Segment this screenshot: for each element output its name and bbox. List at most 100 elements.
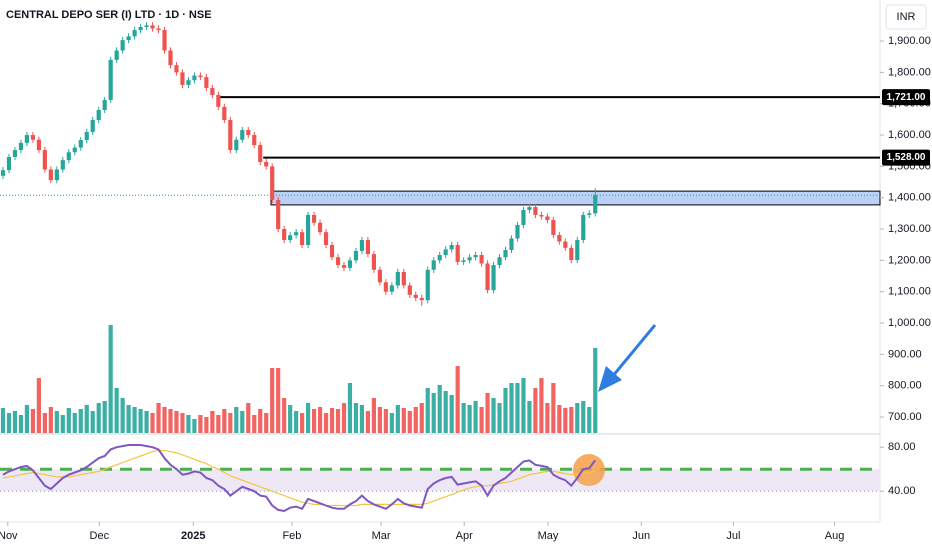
volume-bar xyxy=(246,403,251,433)
volume-bar xyxy=(545,403,550,433)
plot xyxy=(0,22,881,513)
candle-body xyxy=(66,152,71,161)
candle-body xyxy=(270,166,275,200)
volume-bar xyxy=(521,378,526,433)
candle-body xyxy=(144,25,149,27)
candle-body xyxy=(78,140,83,148)
volume-bar xyxy=(294,411,299,433)
candle-body xyxy=(569,247,574,261)
y-tick-label: 1,000.00 xyxy=(888,317,931,329)
candle-body xyxy=(24,135,30,143)
candle-body xyxy=(341,265,347,268)
candle-body xyxy=(329,245,335,258)
volume-bar xyxy=(431,393,436,433)
candle-body xyxy=(347,260,353,268)
volume-bar xyxy=(60,415,65,433)
volume-bar xyxy=(96,403,101,433)
candle-body xyxy=(377,269,382,283)
candle-body xyxy=(138,26,143,31)
volume-bar xyxy=(222,409,227,433)
candle-body xyxy=(395,271,400,286)
y-tick-label: 1,300.00 xyxy=(888,223,931,235)
volume-bar xyxy=(497,403,502,433)
candle-body xyxy=(210,88,215,95)
candle-body xyxy=(419,297,424,301)
volume-bar xyxy=(401,408,406,433)
candle-body xyxy=(473,255,478,258)
y-tick-label: 800.00 xyxy=(888,380,922,392)
candle-body xyxy=(102,99,107,110)
candle-body xyxy=(192,75,197,81)
volume-bar xyxy=(0,408,6,433)
candle-body xyxy=(443,249,448,256)
candle-body xyxy=(162,30,167,51)
candle-body xyxy=(311,214,317,223)
volume-bar xyxy=(305,403,311,433)
volume-bar xyxy=(78,409,83,433)
highlight-circle xyxy=(573,454,605,486)
volume-bar xyxy=(407,411,412,433)
candle-body xyxy=(383,282,388,292)
candle-body xyxy=(54,169,59,181)
volume-bar xyxy=(198,415,203,433)
volume-bar xyxy=(132,407,137,433)
candle-body xyxy=(234,139,239,151)
candle-body xyxy=(425,269,430,301)
candle-body xyxy=(276,199,281,230)
candle-body xyxy=(389,285,394,292)
volume-bar xyxy=(503,388,508,433)
candle-body xyxy=(288,235,293,240)
volume-bar xyxy=(341,403,347,433)
volume-bar xyxy=(180,413,185,433)
volume-bar xyxy=(204,417,209,433)
volume-bar xyxy=(228,413,233,433)
candle-body xyxy=(485,263,490,291)
candle-body xyxy=(431,260,436,270)
volume-bar xyxy=(264,413,269,433)
candle-body xyxy=(365,239,371,255)
volume-bar xyxy=(276,368,281,433)
candle-body xyxy=(497,257,502,266)
y-tick-label: 1,400.00 xyxy=(888,192,931,204)
candle-body xyxy=(515,224,520,239)
volume-bar xyxy=(575,403,580,433)
candle-body xyxy=(593,195,598,214)
candle-body xyxy=(42,150,47,170)
candle-body xyxy=(198,75,203,78)
volume-bar xyxy=(174,411,179,433)
candle-body xyxy=(557,234,562,242)
candle-body xyxy=(90,119,95,132)
candle-body xyxy=(467,257,472,261)
candle-body xyxy=(401,271,406,286)
x-tick-label: May xyxy=(538,530,559,542)
candle-body xyxy=(300,232,305,246)
candle-body xyxy=(150,25,155,29)
candle-body xyxy=(48,169,53,181)
volume-bar xyxy=(192,419,197,433)
candle-body xyxy=(539,214,544,217)
candle-body xyxy=(359,239,365,251)
volume-bar xyxy=(443,391,448,433)
volume-bar xyxy=(569,407,574,433)
volume-bar xyxy=(467,405,472,433)
level-label: 1,528.00 xyxy=(887,152,926,163)
candle-body xyxy=(174,65,179,73)
currency-box[interactable] xyxy=(885,4,927,30)
candle-body xyxy=(168,50,173,66)
candle-body xyxy=(72,147,77,153)
volume-bar xyxy=(252,415,257,433)
volume-bar xyxy=(383,409,388,433)
volume-bar xyxy=(156,403,161,433)
volume-bar xyxy=(455,366,460,433)
volume-bar xyxy=(527,401,532,433)
candle-body xyxy=(521,209,526,225)
candle-body xyxy=(216,94,221,107)
x-tick-label: 2025 xyxy=(181,530,205,542)
volume-bar xyxy=(509,383,514,433)
candle-body xyxy=(575,239,580,261)
volume-bar xyxy=(36,378,41,433)
volume-bar xyxy=(24,405,30,433)
volume-bar xyxy=(6,413,12,433)
